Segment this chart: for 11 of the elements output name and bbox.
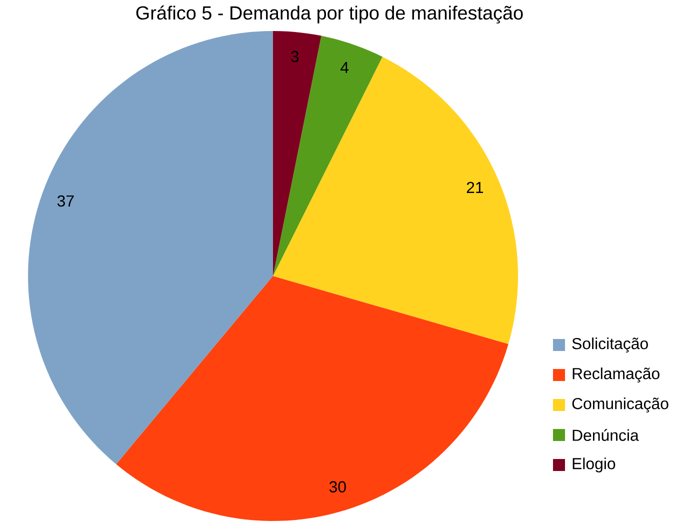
- legend-label: Denúncia: [572, 429, 639, 441]
- data-label: 30: [329, 481, 346, 492]
- chart-title: Gráfico 5 - Demanda por tipo de manifestação: [136, 6, 523, 24]
- legend-label: Solicitação: [572, 338, 648, 352]
- data-label: 21: [466, 182, 484, 193]
- legend-label: Comunicação: [572, 398, 668, 412]
- data-label: 37: [57, 195, 74, 207]
- legend-label: Elogio: [572, 458, 616, 472]
- data-label: 3: [291, 50, 299, 62]
- data-label: 4: [340, 62, 349, 73]
- legend-label: Reclamação: [572, 368, 660, 382]
